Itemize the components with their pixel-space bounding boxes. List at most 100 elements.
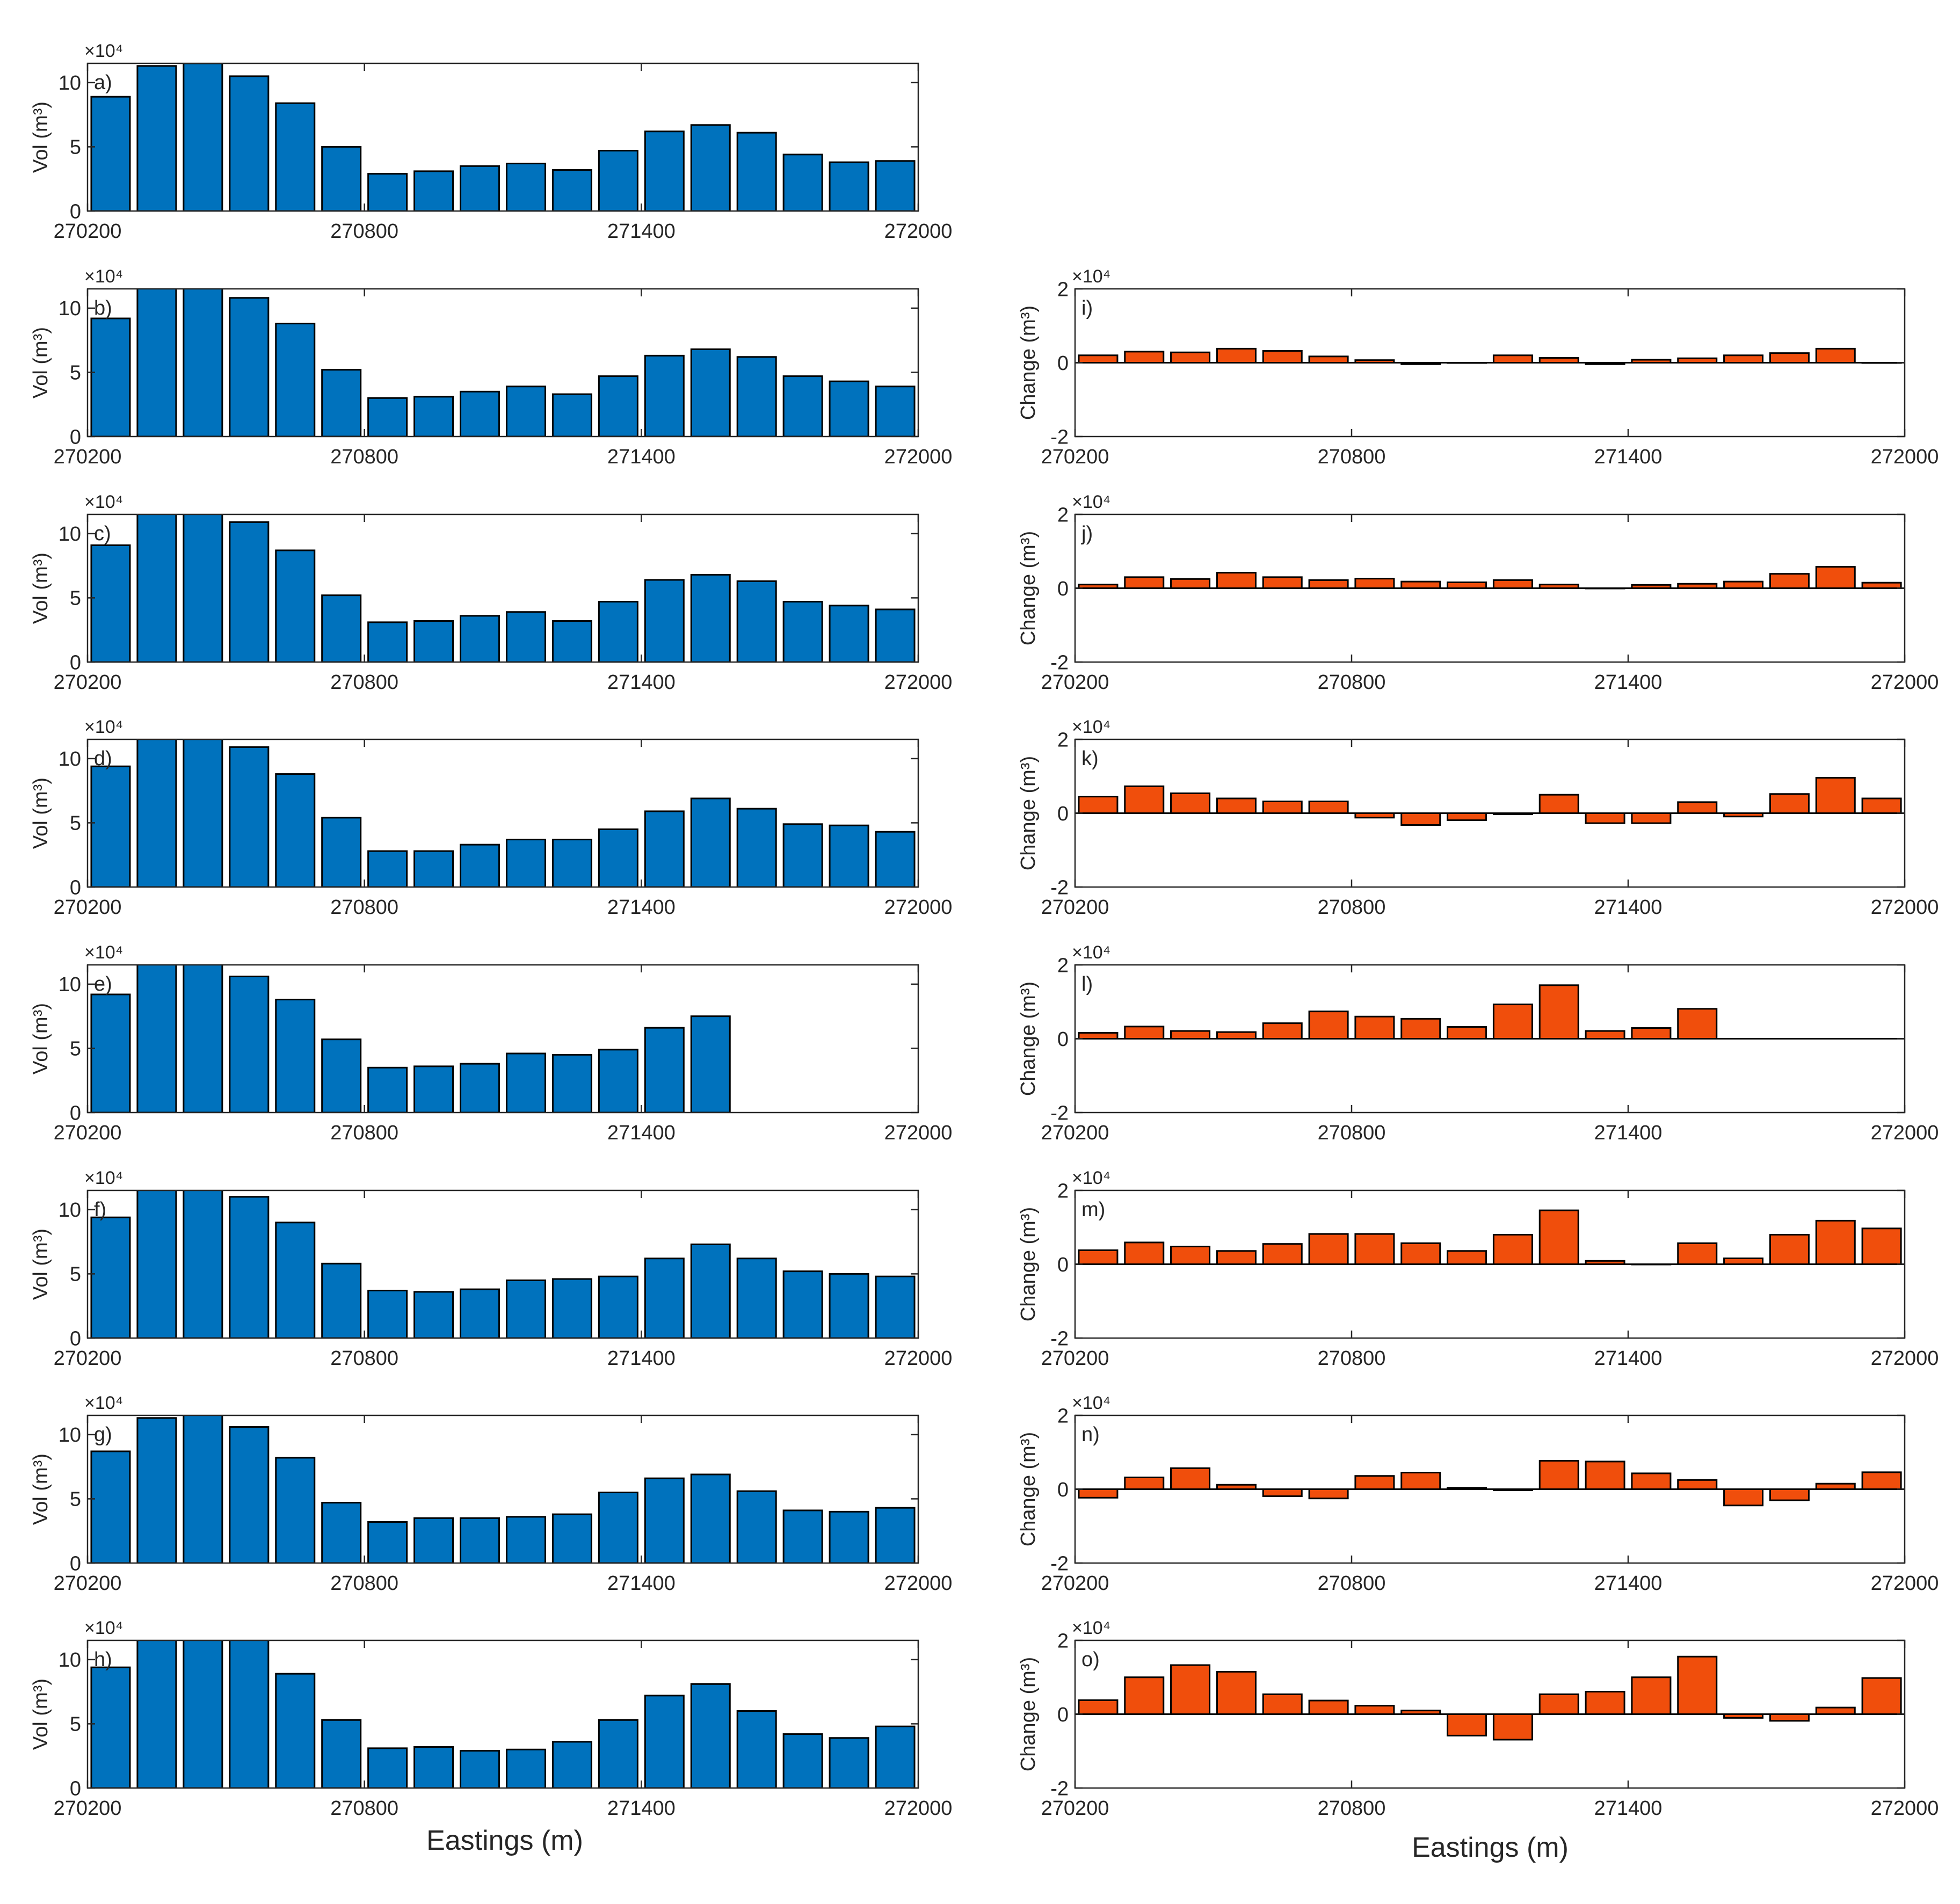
bar	[551, 1513, 592, 1563]
y-exponent-label: ×10⁴	[1072, 1393, 1110, 1413]
y-tick-label: 2	[1057, 504, 1069, 526]
x-tick-label: 271400	[1594, 896, 1663, 919]
y-exponent-label: ×10⁴	[1072, 266, 1110, 287]
bar	[1308, 579, 1349, 589]
bar	[505, 839, 546, 887]
y-tick-label: 0	[1057, 1479, 1069, 1501]
bars	[1078, 566, 1902, 590]
bar	[136, 65, 177, 211]
bar	[782, 375, 823, 437]
bar	[90, 96, 131, 211]
x-tick-label: 272000	[884, 1347, 953, 1370]
x-tick-label: 270800	[1318, 1797, 1386, 1820]
y-tick-label: 5	[70, 362, 81, 384]
panel-b: 0 5 10 270200 270800 271400 272000 ×10⁴ b) Vol (m…	[30, 266, 952, 468]
bar	[551, 1741, 592, 1788]
bar	[1447, 812, 1487, 822]
y-tick-label: 0	[70, 1777, 81, 1800]
panel-g: 0 5 10 270200 270800 271400 272000 ×10⁴ g) Vol (m…	[30, 1393, 952, 1595]
x-tick-label: 272000	[1871, 896, 1939, 919]
y-axis-label: Vol (m³)	[30, 777, 52, 849]
bar	[90, 317, 131, 437]
bar	[1585, 812, 1625, 824]
bar	[229, 75, 270, 211]
y-axis-label: Change (m³)	[1017, 756, 1040, 870]
bar	[275, 1222, 316, 1338]
panel-label: m)	[1081, 1198, 1105, 1221]
bar	[505, 386, 546, 437]
x-tick-label: 271400	[1594, 1122, 1663, 1144]
panel-a: 0 5 10 270200 270800 271400 272000 ×10⁴ a) Vol (m…	[30, 41, 952, 243]
bar	[1262, 1022, 1303, 1040]
bar	[1492, 1234, 1533, 1265]
bar	[1078, 796, 1119, 814]
bar	[875, 386, 916, 437]
y-tick-label: 10	[59, 297, 81, 320]
x-tick-label: 271400	[607, 220, 676, 243]
bar	[183, 965, 223, 1113]
bar	[1538, 1693, 1579, 1715]
bar	[229, 976, 270, 1113]
bar	[1308, 1233, 1349, 1265]
bar	[1400, 812, 1441, 826]
bar	[1769, 793, 1810, 814]
bar	[321, 1502, 362, 1563]
y-tick-label: -2	[1050, 1552, 1069, 1575]
y-tick-label: 0	[70, 200, 81, 223]
bar	[736, 1490, 777, 1563]
bar	[1492, 1004, 1533, 1040]
axes-box	[86, 1189, 919, 1339]
bars	[90, 63, 916, 211]
bar	[229, 521, 270, 662]
bar	[275, 102, 316, 211]
bar	[505, 1748, 546, 1788]
bar	[875, 831, 916, 887]
bar	[1124, 1026, 1165, 1040]
bar	[275, 999, 316, 1113]
panel-l: -2 0 2 270200 270800 271400 272000 ×10⁴ l) Change…	[1017, 942, 1939, 1144]
bar	[1677, 1008, 1718, 1040]
panel-label: d)	[94, 747, 112, 770]
bar	[598, 828, 638, 887]
panel-label: f)	[94, 1198, 106, 1221]
y-exponent-label: ×10⁴	[84, 492, 123, 512]
panel-j: -2 0 2 270200 270800 271400 272000 ×10⁴ j) Change…	[1017, 492, 1939, 694]
bar	[460, 844, 500, 887]
bar	[598, 375, 638, 437]
bar	[1677, 1242, 1718, 1265]
bar	[229, 1196, 270, 1338]
bar	[229, 297, 270, 437]
panel-o: -2 0 2 270200 270800 271400 272000 ×10⁴ o) Change…	[1017, 1618, 1939, 1820]
y-tick-label: 0	[70, 1102, 81, 1124]
bar	[1631, 1027, 1672, 1040]
bar	[367, 1066, 408, 1113]
x-tick-label: 270200	[54, 671, 122, 694]
bar	[136, 1190, 177, 1338]
panel-label: i)	[1081, 297, 1093, 319]
y-axis-label: Change (m³)	[1017, 1657, 1040, 1771]
bar	[1723, 354, 1764, 364]
bar	[690, 1683, 731, 1788]
bar	[1769, 1234, 1810, 1265]
bar	[736, 1710, 777, 1788]
bar	[1170, 1664, 1211, 1715]
bars	[90, 739, 916, 887]
bar	[644, 1695, 685, 1788]
y-tick-label: 10	[59, 1649, 81, 1672]
bar	[644, 810, 685, 887]
bar	[90, 993, 131, 1113]
bar	[1170, 578, 1211, 589]
y-tick-label: 5	[70, 1488, 81, 1511]
bar	[367, 621, 408, 662]
x-tick-label: 270200	[54, 1347, 122, 1370]
y-tick-label: 10	[59, 523, 81, 546]
right-x-axis-label: Eastings (m)	[1412, 1832, 1569, 1863]
panel-label: b)	[94, 297, 112, 319]
bar	[136, 289, 177, 437]
bar	[1124, 576, 1165, 589]
bar	[1354, 1705, 1395, 1715]
bar	[1170, 1246, 1211, 1265]
bar	[736, 808, 777, 887]
bar	[1723, 580, 1764, 589]
x-tick-label: 271400	[1594, 1347, 1663, 1370]
